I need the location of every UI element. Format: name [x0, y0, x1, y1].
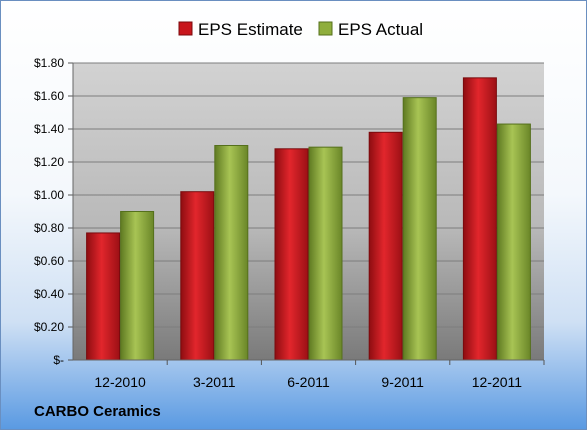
x-tick-label: 12-2010: [94, 374, 146, 390]
legend: EPS Estimate EPS Actual: [178, 20, 423, 39]
bars: [86, 77, 531, 361]
y-tick-label: $1.40: [34, 122, 64, 136]
y-tick-label: $1.80: [34, 56, 64, 70]
bar-eps-actual-9-2011: [402, 97, 437, 361]
axes: $- $0.20 $0.40 $0.60 $0.80 $1.00 $1.20 $1.40 $1.…: [34, 56, 545, 390]
x-tick-label: 12-2011: [472, 374, 523, 390]
bar-eps-estimate-6-2011: [274, 148, 309, 361]
bar-eps-estimate-12-2010: [86, 232, 121, 361]
legend-swatch-eps-estimate: [178, 21, 193, 36]
y-tick-label: $1.60: [34, 89, 64, 103]
bar-eps-actual-12-2010: [120, 211, 155, 361]
bar-eps-actual-6-2011: [308, 146, 343, 361]
y-tick-label: $0.60: [34, 254, 64, 268]
bar-eps-estimate-12-2011: [462, 77, 497, 361]
y-tick-label: $1.20: [34, 155, 64, 169]
bar-eps-actual-12-2011: [496, 123, 531, 361]
y-tick-label: $-: [53, 353, 64, 367]
bar-eps-estimate-9-2011: [368, 131, 403, 361]
y-tick-label: $1.00: [34, 188, 64, 202]
legend-swatch-eps-actual: [318, 21, 333, 36]
legend-label-eps-estimate: EPS Estimate: [198, 20, 303, 39]
bar-eps-estimate-3-2011: [180, 191, 215, 361]
legend-label-eps-actual: EPS Actual: [338, 20, 423, 39]
bar-eps-actual-3-2011: [214, 145, 249, 361]
x-tick-label: 3-2011: [193, 374, 236, 390]
y-tick-label: $0.80: [34, 221, 64, 235]
x-tick-label: 9-2011: [381, 374, 424, 390]
company-name: CARBO Ceramics: [34, 403, 161, 420]
y-tick-label: $0.20: [34, 320, 64, 334]
x-tick-label: 6-2011: [287, 374, 330, 390]
y-tick-label: $0.40: [34, 287, 64, 301]
